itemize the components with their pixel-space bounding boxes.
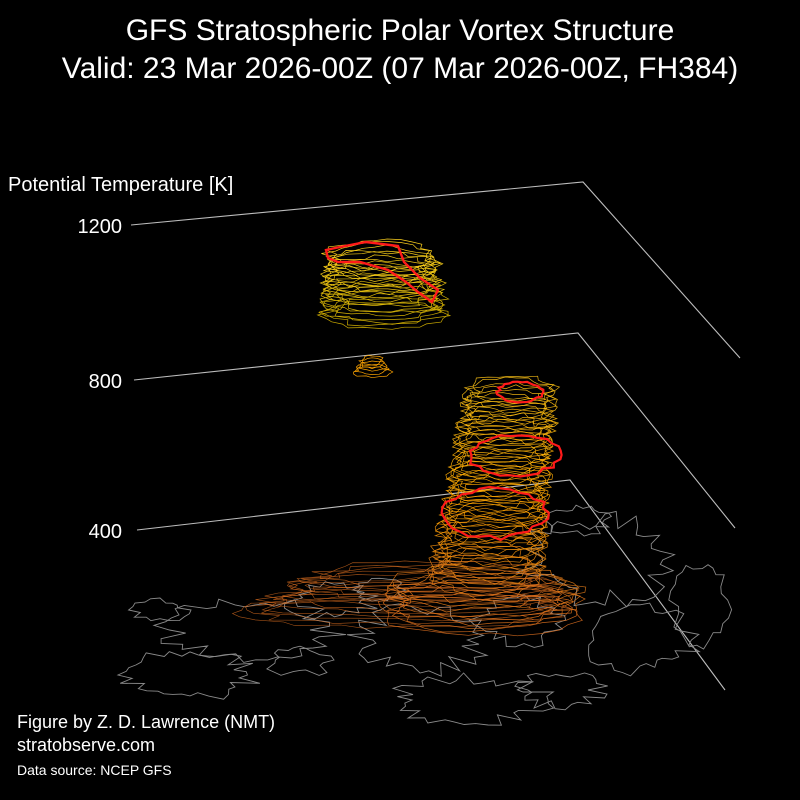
isosurface-contour <box>354 363 390 375</box>
coastline-segment <box>544 504 613 537</box>
isosurface-contour <box>320 279 439 313</box>
isosurface-contour <box>435 515 547 555</box>
isosurface-contour <box>286 572 564 605</box>
credit-website: stratobserve.com <box>17 735 156 755</box>
isosurface-contour <box>451 431 549 463</box>
isosurface-contour <box>446 465 553 501</box>
isosurface-contour <box>440 504 549 542</box>
isosurface-contour <box>461 381 556 408</box>
axis-grid <box>130 181 741 691</box>
isosurface-contour <box>258 590 561 622</box>
isosurface-contour <box>446 476 551 514</box>
coastline-segment <box>514 672 608 711</box>
coastline-segment <box>116 651 261 700</box>
isosurface-contour <box>462 384 558 414</box>
coastline-map <box>116 504 733 726</box>
isosurface-contour <box>319 560 534 589</box>
coastline-segment <box>391 672 555 726</box>
isosurface-contour <box>286 570 557 602</box>
isosurface-contour <box>431 556 541 601</box>
isosurface-contour <box>460 404 555 434</box>
isosurface-contour <box>320 274 446 306</box>
isosurface-contour <box>357 360 388 372</box>
credit-author: Figure by Z. D. Lawrence (NMT) <box>17 712 276 732</box>
vortex-edge-contour <box>440 485 550 542</box>
isosurface-contour <box>322 290 444 321</box>
coastline-segment <box>668 564 733 650</box>
isosurface-contour <box>438 499 548 533</box>
isosurface-contour <box>434 507 547 545</box>
isosurface-contour <box>453 418 552 451</box>
z-tick-800: 800 <box>89 371 122 393</box>
coastline-segment <box>127 597 192 622</box>
isosurface-contour <box>451 437 555 471</box>
isosurface-contour <box>358 357 385 369</box>
isosurface-contour <box>327 244 436 277</box>
coastline-segment <box>515 510 676 608</box>
isosurface-contour <box>323 251 442 282</box>
isosurface-contour <box>459 389 558 417</box>
isosurface-contour <box>445 460 554 492</box>
isosurface-contour <box>431 528 548 566</box>
isosurface-contour <box>325 258 438 288</box>
chart-subtitle: Valid: 23 Mar 2026-00Z (07 Mar 2026-00Z,… <box>61 52 739 85</box>
vortex-edge-contour <box>324 240 440 304</box>
credit-data-source: Data source: NCEP GFS <box>17 762 172 778</box>
isosurface-contour <box>382 581 573 626</box>
z-axis-label: Potential Temperature [K] <box>8 174 234 196</box>
coastline-segment <box>588 602 701 677</box>
isosurface-contour <box>353 366 394 379</box>
isosurface-contour <box>391 590 578 633</box>
isosurface-contour <box>438 518 547 559</box>
isosurface-contour <box>296 563 556 592</box>
isosurface-contour <box>461 392 558 422</box>
vortex-edge-contour <box>494 380 545 404</box>
isosurface-contour <box>362 355 384 366</box>
isosurface-contour <box>447 450 550 484</box>
isosurface-contour <box>387 565 580 604</box>
isosurface-contour <box>231 598 571 629</box>
z-tick-1200: 1200 <box>78 216 123 238</box>
isosurface-contour <box>433 540 547 580</box>
grid-line-800 <box>133 332 736 529</box>
coastline-segment <box>266 645 335 676</box>
grid-line-400 <box>136 479 726 691</box>
chart-title: GFS Stratospheric Polar Vortex Structure <box>125 14 675 47</box>
isosurface-contour <box>318 293 446 325</box>
z-tick-400: 400 <box>89 521 122 543</box>
coastline-segment <box>346 603 489 677</box>
isosurface-contour <box>454 444 552 476</box>
grid-line-1200 <box>130 181 741 359</box>
isosurface-contour <box>324 250 444 279</box>
isosurface-contour <box>452 424 554 455</box>
vortex-isosurface <box>231 238 587 637</box>
isosurface-contour <box>456 408 560 439</box>
isosurface-contour <box>264 584 569 614</box>
isosurface-contour <box>452 427 554 459</box>
vortex-edge-contour <box>468 434 563 478</box>
isosurface-contour <box>321 241 438 273</box>
isosurface-contour <box>433 511 550 552</box>
isosurface-contour <box>386 594 583 637</box>
isosurface-contour <box>459 397 555 425</box>
isosurface-contour <box>436 500 550 538</box>
z-tick-labels: 400 800 1200 <box>78 216 123 543</box>
isosurface-contour <box>255 586 554 618</box>
isosurface-contour <box>316 301 449 330</box>
